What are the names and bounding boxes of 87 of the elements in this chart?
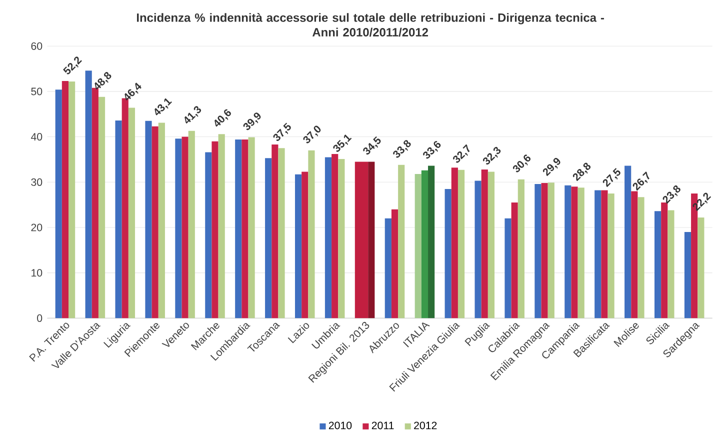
data-label: 35,1: [333, 134, 352, 152]
bar: [398, 164, 405, 318]
legend-label: 2012: [414, 422, 437, 430]
bar: [92, 88, 98, 318]
bar: [601, 190, 608, 318]
legend-label: 2011: [372, 422, 394, 430]
bar: [205, 152, 212, 318]
bar: [631, 191, 638, 318]
bar: [428, 166, 435, 318]
y-tick-label: 40: [30, 133, 42, 141]
bar: [368, 162, 375, 318]
data-label: 43,1: [154, 98, 172, 116]
bar: [324, 157, 332, 318]
bar: [85, 70, 92, 318]
bar: [511, 202, 518, 318]
bar: [608, 194, 614, 318]
bar: [638, 197, 644, 318]
bar: [458, 170, 465, 318]
bar: [294, 174, 302, 318]
bar: [481, 170, 488, 318]
data-label: 34,5: [363, 136, 381, 155]
bar: [624, 166, 632, 318]
data-label: 30,6: [512, 154, 531, 172]
bar: [55, 90, 62, 318]
bar: [115, 120, 122, 318]
data-label: 48,8: [94, 72, 112, 90]
bar: [548, 182, 554, 318]
bar: [62, 81, 69, 318]
bar: [451, 168, 458, 318]
data-label: 40,6: [214, 109, 231, 127]
bar: [541, 183, 548, 318]
bar: [242, 140, 248, 318]
y-tick-label: 30: [31, 178, 42, 186]
bar: [272, 144, 278, 318]
bar: [145, 120, 152, 318]
bar: [518, 179, 524, 318]
y-tick-label: 60: [31, 42, 42, 50]
bar: [474, 180, 482, 318]
bar: [534, 184, 542, 318]
data-label: 33,6: [423, 141, 441, 159]
data-label: 37,0: [303, 126, 321, 144]
chart-title: Incidenza % indennità accessorie sul totale delle retribuzioni - Dirigenza tecnica - Anni 2010/2011/2012: [136, 13, 604, 37]
bar: [302, 172, 308, 318]
bar: [488, 172, 495, 318]
y-tick-label: 50: [31, 88, 42, 96]
data-label: 41,3: [184, 106, 202, 124]
bar: [278, 148, 285, 318]
bar: [564, 185, 572, 318]
data-label: 46,4: [124, 82, 142, 101]
data-label: 39,9: [243, 112, 261, 130]
bar: [98, 96, 106, 318]
y-tick-label: 20: [31, 224, 42, 232]
bar: [384, 218, 392, 318]
bar: [504, 218, 512, 318]
bar: [421, 170, 428, 318]
bar: [698, 218, 704, 318]
data-label: 52,2: [63, 56, 82, 74]
bar: [68, 82, 76, 318]
bar: [188, 130, 195, 318]
bar: [668, 210, 674, 318]
data-label: 32,3: [482, 146, 501, 165]
bar: [265, 158, 272, 318]
y-tick-label: 0: [37, 314, 42, 322]
bar: [654, 211, 662, 318]
bar: [444, 189, 452, 318]
bar: [338, 159, 345, 318]
bar: [182, 136, 188, 318]
bar: [158, 122, 165, 318]
bar: [308, 150, 315, 318]
bar: [684, 232, 692, 318]
bar: [594, 190, 602, 318]
y-tick-label: 10: [32, 269, 42, 277]
data-label: 33,8: [393, 140, 411, 158]
bar: [391, 209, 398, 318]
bar: [152, 126, 158, 318]
bar: [235, 140, 242, 318]
bar: [248, 137, 255, 318]
bar: [218, 134, 225, 318]
bar: [212, 141, 218, 318]
bar: [414, 174, 422, 318]
bar: [332, 154, 338, 318]
bar: [128, 108, 136, 318]
legend-label: 2010: [328, 422, 352, 430]
bar: [578, 188, 584, 318]
bar: [175, 138, 182, 318]
bar: [571, 186, 578, 318]
bar: [661, 202, 668, 318]
